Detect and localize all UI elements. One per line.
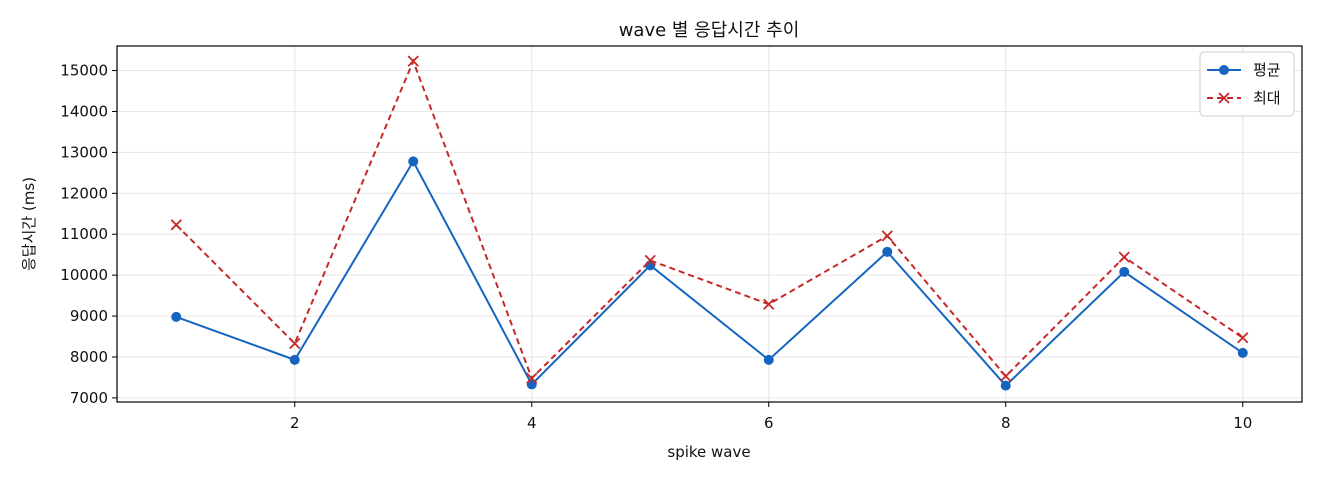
series-line: [175, 58, 1244, 381]
data-point: [763, 354, 774, 365]
legend-marker: [1219, 65, 1229, 75]
series-2: [170, 55, 1249, 384]
x-axis: 2 4 6 8 10: [290, 402, 1252, 432]
legend-label: 최대: [1253, 89, 1281, 107]
legend-label: 평균: [1253, 61, 1281, 79]
data-point: [171, 311, 182, 322]
series-1: [171, 156, 1248, 391]
data-point: [408, 156, 419, 167]
series-line: [175, 159, 1244, 388]
y-tick-label: 10000: [60, 266, 108, 284]
x-tick-label: 10: [1233, 414, 1252, 432]
y-axis-label: 응답시간 (ms): [20, 177, 38, 271]
plot-frame: [116, 45, 1303, 403]
y-tick-label: 14000: [60, 102, 108, 120]
data-point: [1000, 380, 1011, 391]
data-point: [170, 219, 182, 231]
data-point: [407, 55, 419, 67]
data-point: [1119, 266, 1130, 277]
data-point: [1118, 251, 1130, 263]
x-tick-label: 4: [527, 414, 537, 432]
grid-lines: [117, 46, 1302, 402]
data-point: [882, 246, 893, 257]
data-point: [1237, 347, 1248, 358]
x-axis-label: spike wave: [667, 443, 750, 461]
y-tick-label: 15000: [60, 62, 108, 80]
data-point: [289, 354, 300, 365]
data-point: [1000, 370, 1012, 382]
data-point: [289, 337, 301, 350]
chart-title: wave 별 응답시간 추이: [619, 20, 800, 41]
y-tick-label: 8000: [70, 348, 108, 366]
data-point: [881, 230, 893, 242]
y-tick-label: 9000: [70, 307, 108, 325]
x-tick-label: 8: [1001, 414, 1011, 432]
y-tick-label: 11000: [60, 225, 108, 243]
series-layer: [170, 55, 1249, 391]
y-tick-label: 13000: [60, 143, 108, 161]
data-point: [1237, 332, 1249, 344]
y-tick-label: 7000: [70, 389, 108, 407]
data-point: [526, 372, 538, 384]
y-tick-label: 12000: [60, 184, 108, 202]
data-point: [763, 298, 775, 310]
legend-marker: [1218, 92, 1230, 104]
data-point: [644, 254, 656, 267]
y-axis: 7000 8000 9000 10000 11000 12000 13000 14000 150…: [60, 62, 117, 407]
x-tick-label: 2: [290, 414, 300, 432]
x-tick-label: 6: [764, 414, 774, 432]
